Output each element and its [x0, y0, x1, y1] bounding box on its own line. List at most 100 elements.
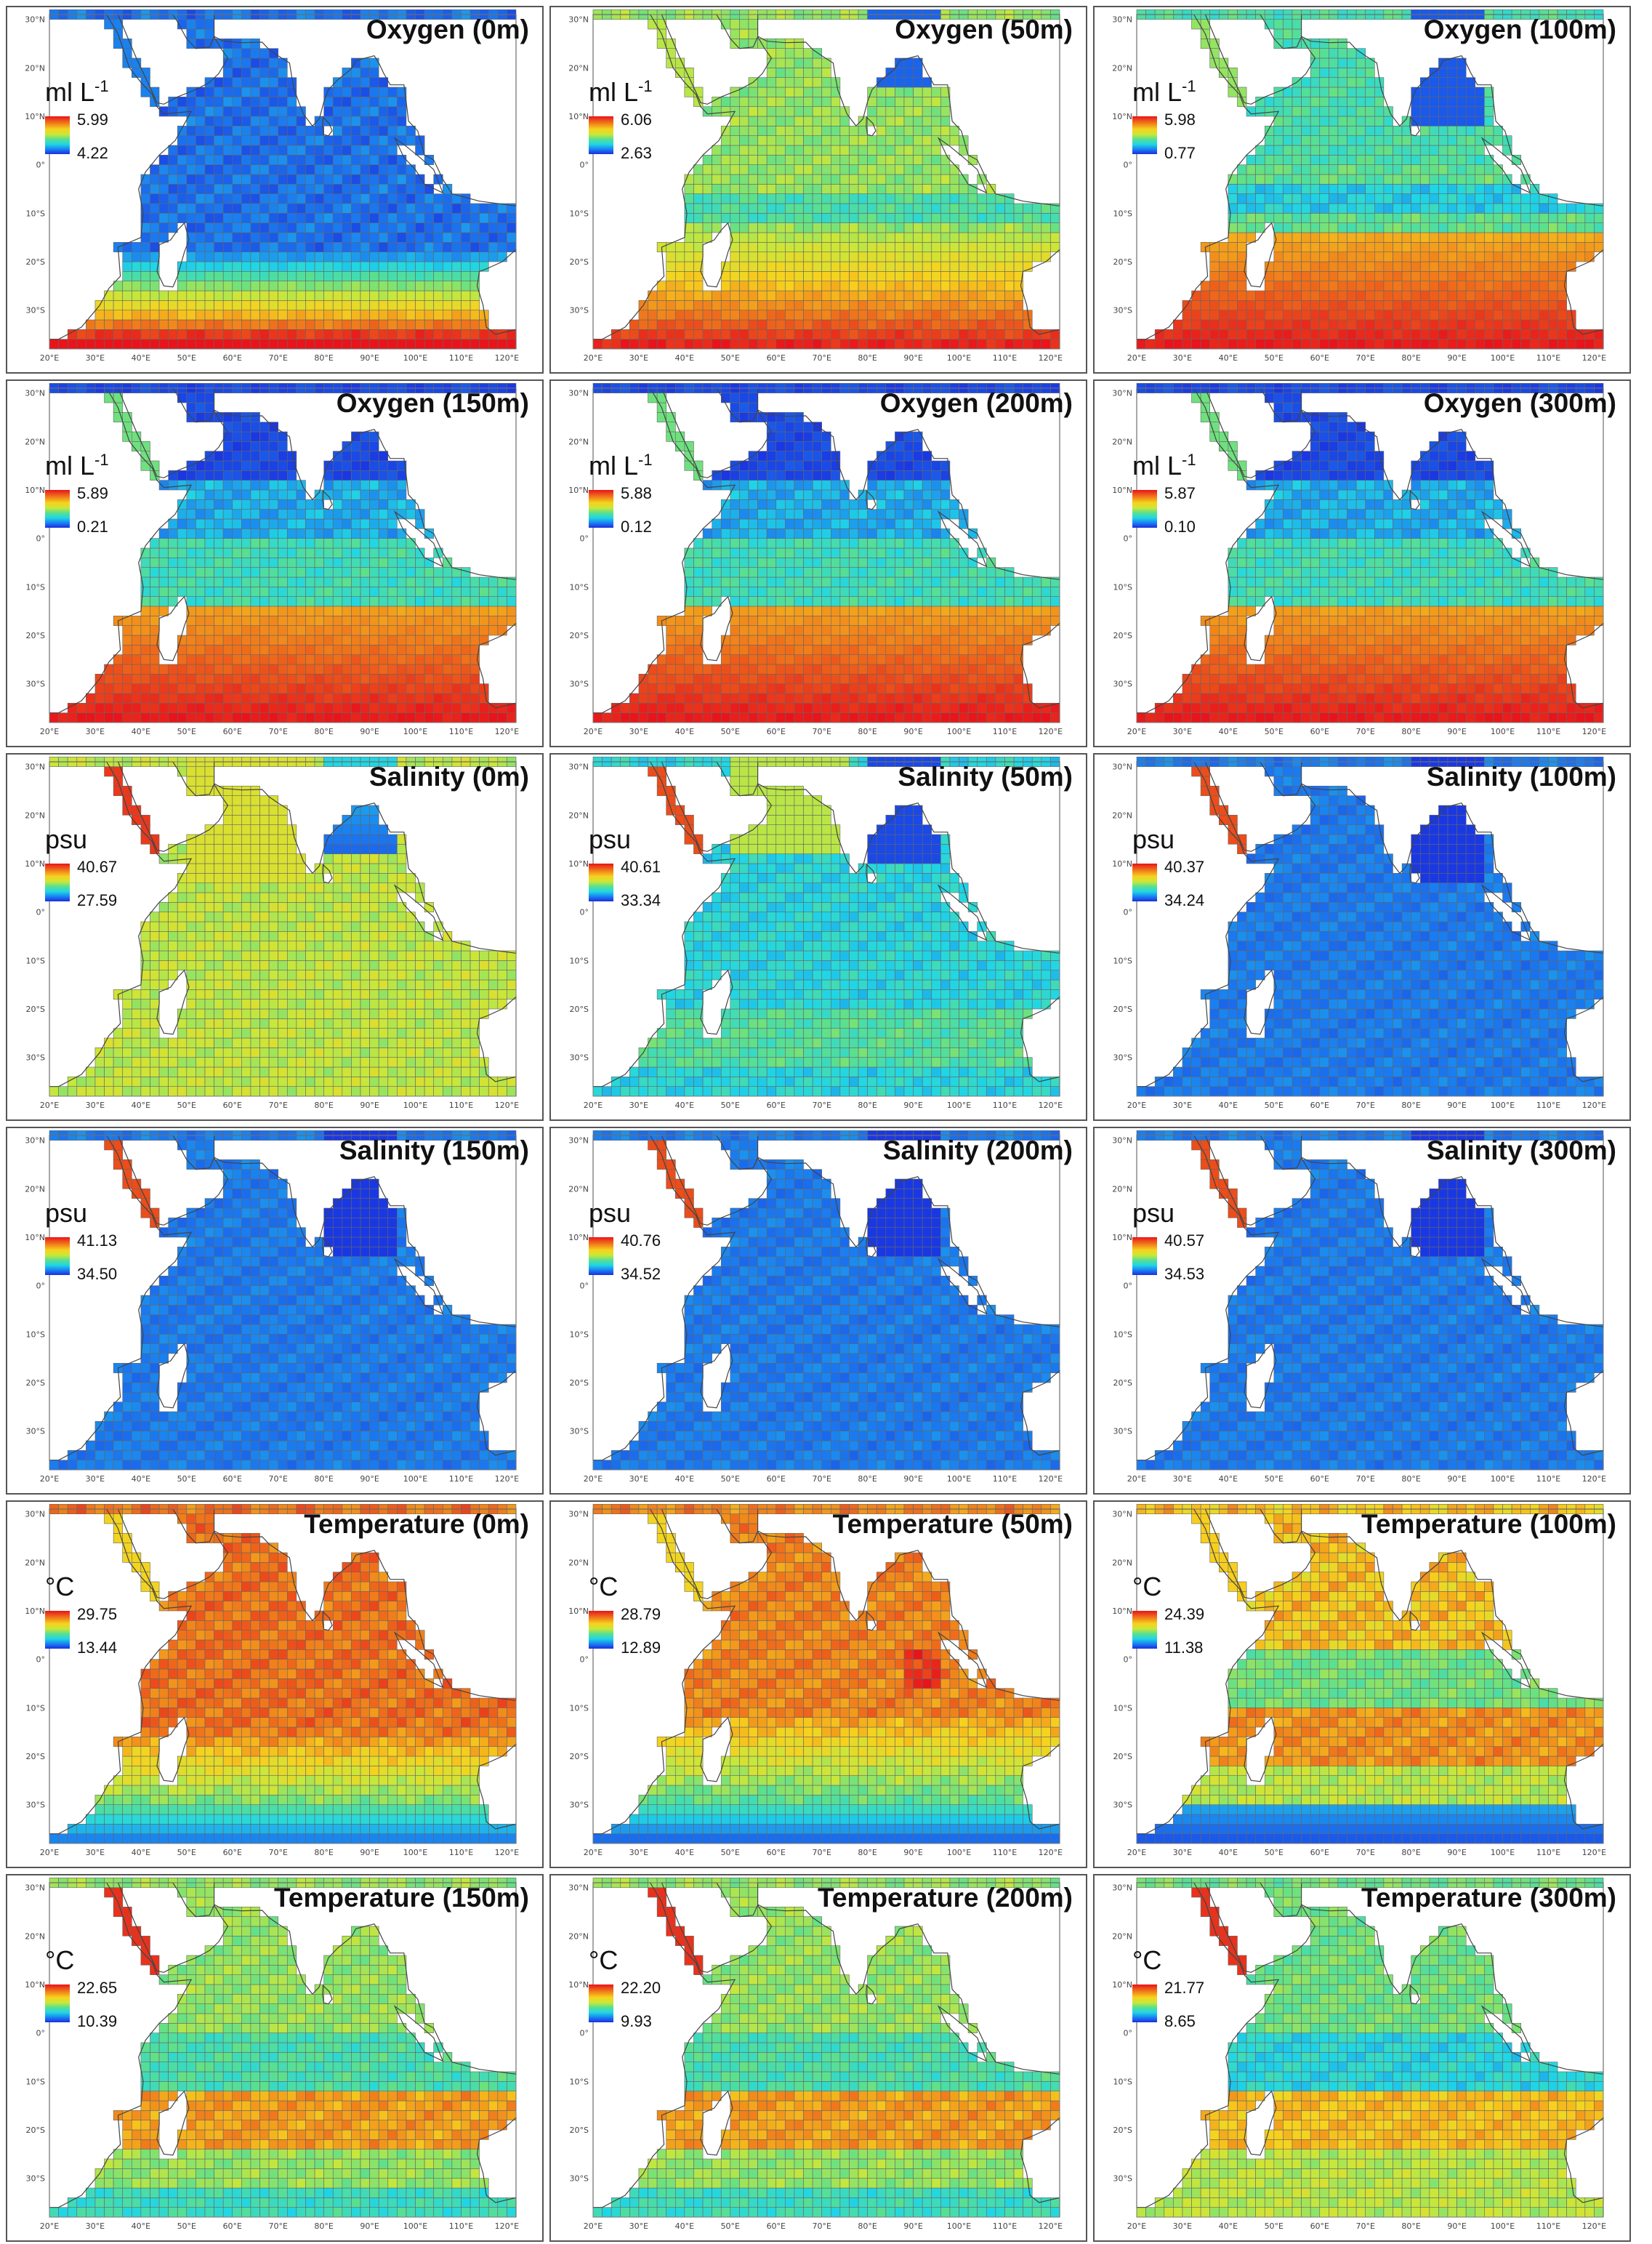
grid-cell: [940, 271, 951, 281]
grid-cell: [739, 232, 749, 243]
grid-cell: [1511, 329, 1522, 339]
grid-cell: [757, 703, 767, 713]
grid-cell: [693, 683, 704, 694]
grid-cell: [794, 558, 804, 568]
grid-cell: [332, 538, 343, 549]
grid-cell: [1493, 310, 1503, 321]
grid-cell: [332, 596, 343, 607]
grid-cell: [268, 174, 279, 185]
grid-cell: [1419, 281, 1430, 291]
grid-cell: [168, 693, 178, 704]
grid-cell: [342, 712, 352, 723]
grid-cell: [775, 499, 786, 510]
grid-cell: [451, 213, 462, 223]
grid-cell: [387, 596, 398, 607]
grid-cell: [876, 116, 887, 126]
grid-cell: [931, 126, 941, 136]
grid-cell: [1301, 290, 1311, 301]
grid-cell: [803, 489, 813, 500]
grid-cell: [785, 412, 795, 422]
grid-cell: [250, 635, 260, 646]
grid-cell: [1529, 203, 1540, 214]
grid-cell: [730, 528, 740, 539]
grid-cell: [122, 329, 132, 339]
grid-cell: [351, 300, 361, 310]
grid-cell: [830, 310, 841, 321]
grid-cell: [1465, 155, 1476, 165]
grid-cell: [232, 451, 242, 462]
grid-cell: [1228, 329, 1238, 339]
grid-cell: [351, 310, 361, 321]
grid-cell: [858, 339, 868, 350]
grid-cell: [931, 97, 941, 107]
grid-cell: [693, 538, 704, 549]
grid-cell: [433, 242, 443, 252]
grid-cell: [821, 674, 831, 684]
grid-cell: [342, 193, 352, 204]
grid-cell: [812, 281, 823, 291]
grid-cell: [1292, 28, 1302, 39]
grid-cell: [656, 300, 667, 310]
grid-cell: [196, 393, 206, 403]
grid-cell: [122, 712, 132, 723]
grid-cell: [186, 126, 196, 136]
grid-cell: [488, 712, 499, 723]
grid-cell: [342, 329, 352, 339]
grid-cell: [204, 547, 214, 558]
grid-cell: [1013, 232, 1023, 243]
grid-cell: [775, 252, 786, 262]
grid-cell: [1355, 203, 1366, 214]
grid-cell: [1419, 164, 1430, 175]
grid-cell: [1557, 329, 1567, 339]
grid-cell: [214, 538, 224, 549]
grid-cell: [1264, 213, 1275, 223]
grid-cell: [821, 300, 831, 310]
grid-cell: [748, 174, 758, 185]
grid-cell: [314, 616, 324, 626]
grid-cell: [351, 222, 361, 233]
unit-text: ml L: [1132, 77, 1182, 107]
grid-cell: [232, 431, 242, 442]
grid-cell: [415, 509, 425, 520]
grid-cell: [748, 712, 758, 723]
grid-cell: [323, 319, 334, 330]
grid-cell: [766, 509, 777, 520]
grid-cell: [775, 184, 786, 194]
grid-cell: [332, 203, 343, 214]
grid-cell: [369, 213, 379, 223]
grid-cell: [268, 271, 279, 281]
grid-cell: [140, 441, 150, 451]
grid-cell: [775, 712, 786, 723]
grid-cell: [378, 645, 389, 655]
grid-cell: [479, 703, 489, 713]
grid-cell: [232, 606, 242, 616]
grid-cell: [186, 281, 196, 291]
grid-cell: [1301, 135, 1311, 146]
grid-cell: [314, 281, 324, 291]
grid-cell: [757, 164, 767, 175]
grid-cell: [360, 489, 370, 500]
grid-cell: [803, 683, 813, 694]
grid-cell: [720, 558, 731, 568]
grid-cell: [360, 213, 370, 223]
grid-cell: [332, 528, 343, 539]
grid-cell: [1004, 300, 1015, 310]
grid-cell: [360, 290, 370, 301]
grid-cell: [739, 402, 749, 413]
grid-cell: [286, 499, 297, 510]
grid-cell: [1347, 310, 1357, 321]
grid-cell: [177, 106, 188, 117]
grid-cell: [1401, 145, 1411, 156]
grid-cell: [278, 703, 288, 713]
grid-cell: [250, 645, 260, 655]
grid-cell: [977, 300, 987, 310]
grid-cell: [849, 184, 859, 194]
grid-cell: [241, 213, 251, 223]
grid-cell: [684, 625, 694, 636]
grid-cell: [1319, 232, 1329, 243]
grid-cell: [812, 509, 823, 520]
grid-cell: [1374, 242, 1385, 252]
grid-cell: [296, 339, 306, 350]
grid-cell: [1365, 57, 1375, 68]
grid-cell: [314, 329, 324, 339]
